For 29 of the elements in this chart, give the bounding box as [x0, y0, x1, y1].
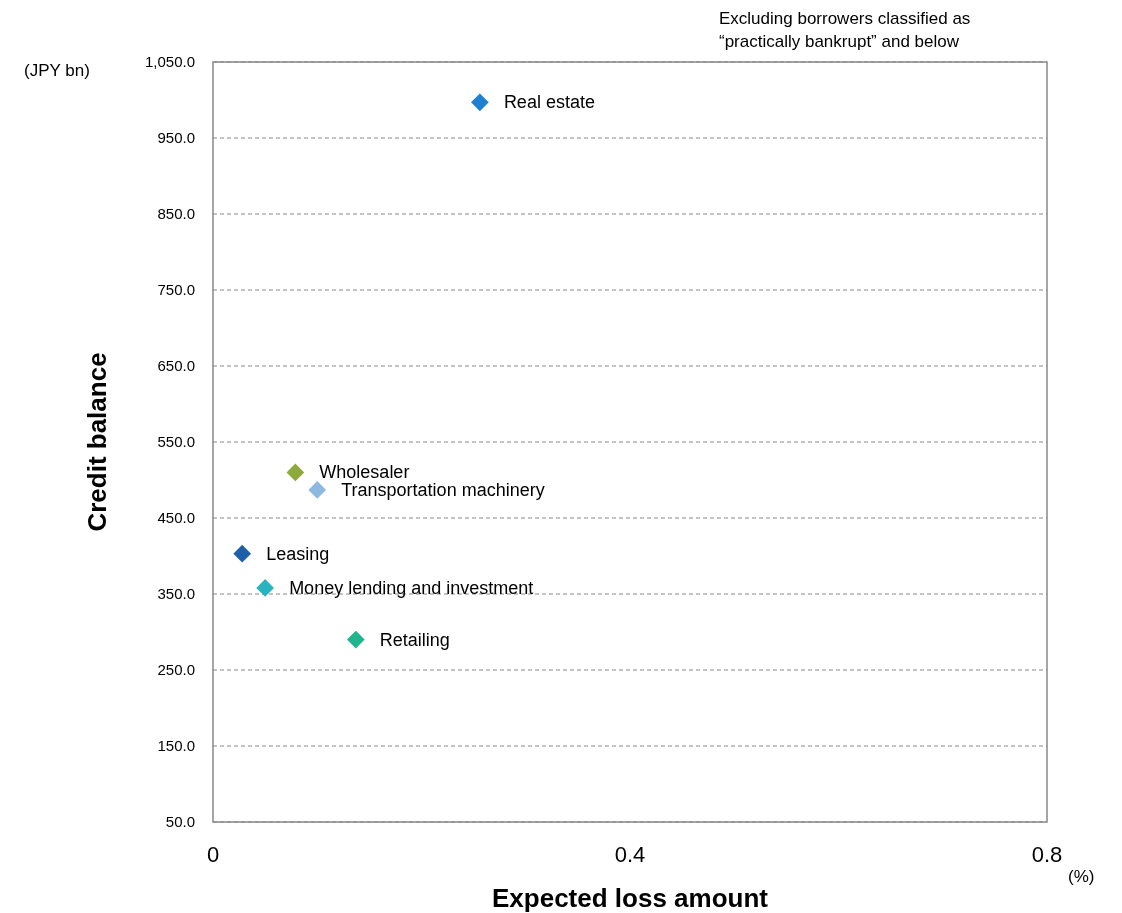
y-tick-label: 150.0 — [157, 737, 195, 755]
text: Excluding borrowers classified as “practically bankrupt” and below — [719, 9, 971, 51]
y-tick-label: 650.0 — [157, 357, 195, 375]
text: (JPY bn) — [24, 61, 90, 80]
point — [308, 481, 327, 499]
y-tick-label: 850.0 — [157, 205, 195, 223]
x-axis-title: Expected loss amount — [492, 883, 769, 913]
x-tick-label: 0.4 — [614, 842, 646, 867]
point — [233, 544, 252, 563]
text: (%) — [1068, 867, 1095, 886]
y-tick-label: 1,050.0 — [144, 53, 195, 71]
point — [286, 463, 305, 482]
y-tick-label: 750.0 — [157, 281, 195, 299]
y-tick-label: 50.0 — [165, 813, 195, 831]
series-label: Leasing — [266, 543, 330, 564]
y-tick-label: 450.0 — [157, 509, 195, 527]
x-tick-label: 0.8 — [1031, 842, 1063, 867]
y-tick-label: 550.0 — [157, 433, 195, 451]
y-tick-label: 950.0 — [157, 129, 195, 147]
y-tick-label: 250.0 — [157, 661, 195, 679]
series-label: Real estate — [503, 92, 595, 113]
series-label: Retailing — [379, 629, 450, 650]
point — [471, 93, 489, 112]
point — [346, 630, 365, 649]
y-axis-title: Credit balance — [82, 352, 112, 532]
point — [256, 579, 274, 597]
x-tick-label: 0 — [206, 842, 220, 867]
series-label: Money lending and investment — [289, 577, 534, 598]
y-tick-label: 350.0 — [157, 585, 195, 603]
